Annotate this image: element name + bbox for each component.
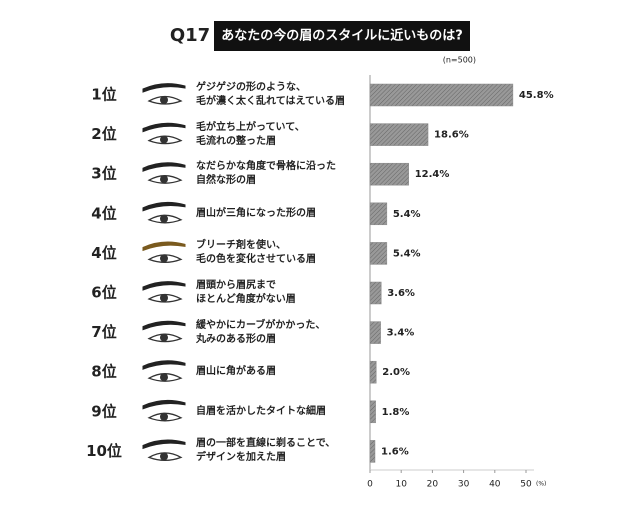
category-label: ブリーチ剤を使い、 毛の色を変化させている眉 <box>196 240 316 266</box>
x-tick-label: 50 <box>520 480 532 490</box>
pupil-icon <box>160 254 168 263</box>
category-label: 眉山に角がある眉 <box>196 366 276 378</box>
bar <box>369 162 409 186</box>
value-label: 1.8% <box>382 407 410 418</box>
eyebrow-icon <box>142 281 186 291</box>
value-label: 18.6% <box>434 130 469 141</box>
bar <box>369 400 376 424</box>
rank-label: 8位 <box>91 363 116 381</box>
x-tick-label: 20 <box>427 480 439 490</box>
value-label: 3.6% <box>387 288 415 299</box>
bar <box>369 123 429 146</box>
bar <box>369 360 377 384</box>
eyebrow-icon <box>142 320 186 331</box>
x-tick-label: 30 <box>458 480 470 490</box>
rank-label: 10位 <box>86 442 122 460</box>
pupil-icon <box>160 294 168 302</box>
category-label: 眉頭から眉尻まで ほとんど角度がない眉 <box>196 280 296 305</box>
pupil-icon <box>160 452 168 461</box>
x-tick-label: 40 <box>489 480 501 490</box>
bar <box>369 242 388 265</box>
pupil-icon <box>160 135 168 144</box>
rank-label: 9位 <box>91 402 116 420</box>
category-label: 眉山が三角になった形の眉 <box>196 207 316 219</box>
bar <box>369 321 381 344</box>
eyebrow-icon <box>142 201 186 212</box>
pupil-icon <box>160 214 168 223</box>
rank-label: 4位 <box>91 244 116 262</box>
category-label: なだらかな角度で骨格に沿った 自然な形の眉 <box>196 161 336 187</box>
eyebrow-icon <box>142 360 186 370</box>
eyebrow-icon <box>142 83 186 93</box>
rank-label: 4位 <box>91 204 116 222</box>
pupil-icon <box>160 333 168 342</box>
pupil-icon <box>160 96 168 104</box>
x-tick-label: 0 <box>367 480 373 490</box>
rank-label: 7位 <box>91 323 116 341</box>
subtitle: (n=500) <box>443 56 476 65</box>
value-label: 5.4% <box>393 209 421 220</box>
eyebrow-icon <box>142 439 186 450</box>
value-label: 12.4% <box>415 169 450 180</box>
chart-title: あなたの今の眉のスタイルに近いものは? <box>221 28 463 44</box>
bar <box>369 202 388 226</box>
title-box <box>214 21 470 51</box>
pupil-icon <box>160 175 168 184</box>
eyebrow-icon <box>142 241 186 252</box>
pupil-icon <box>160 373 168 382</box>
value-label: 2.0% <box>382 367 410 378</box>
category-label: 緩やかにカーブがかかった、 丸みのある形の眉 <box>196 319 326 345</box>
bar <box>369 440 376 463</box>
bar <box>369 281 382 305</box>
rank-label: 1位 <box>91 86 116 104</box>
rank-label: 6位 <box>91 284 116 302</box>
pupil-icon <box>160 412 168 421</box>
eyebrow-icon <box>142 162 186 172</box>
eyebrow-icon <box>142 399 186 410</box>
category-label: 眉の一部を直線に剃ることで、 デザインを加えた眉 <box>196 438 336 464</box>
rank-label: 2位 <box>91 125 116 143</box>
bar <box>369 83 514 107</box>
category-label: 自眉を活かしたタイトな細眉 <box>196 405 326 417</box>
x-tick-label: 10 <box>395 480 407 490</box>
category-label: ゲジゲジの形のような、 毛が濃く太く乱れてはえている眉 <box>196 82 345 107</box>
x-unit: (%) <box>536 481 546 488</box>
rank-label: 3位 <box>91 165 116 183</box>
value-label: 3.4% <box>387 328 415 339</box>
question-number: Q17 <box>170 25 210 46</box>
eyebrow-icon <box>142 122 186 133</box>
value-label: 5.4% <box>393 248 421 259</box>
value-label: 1.6% <box>381 446 409 457</box>
category-label: 毛が立ち上がっていて、 毛流れの整った眉 <box>196 121 305 147</box>
value-label: 45.8% <box>519 90 554 101</box>
